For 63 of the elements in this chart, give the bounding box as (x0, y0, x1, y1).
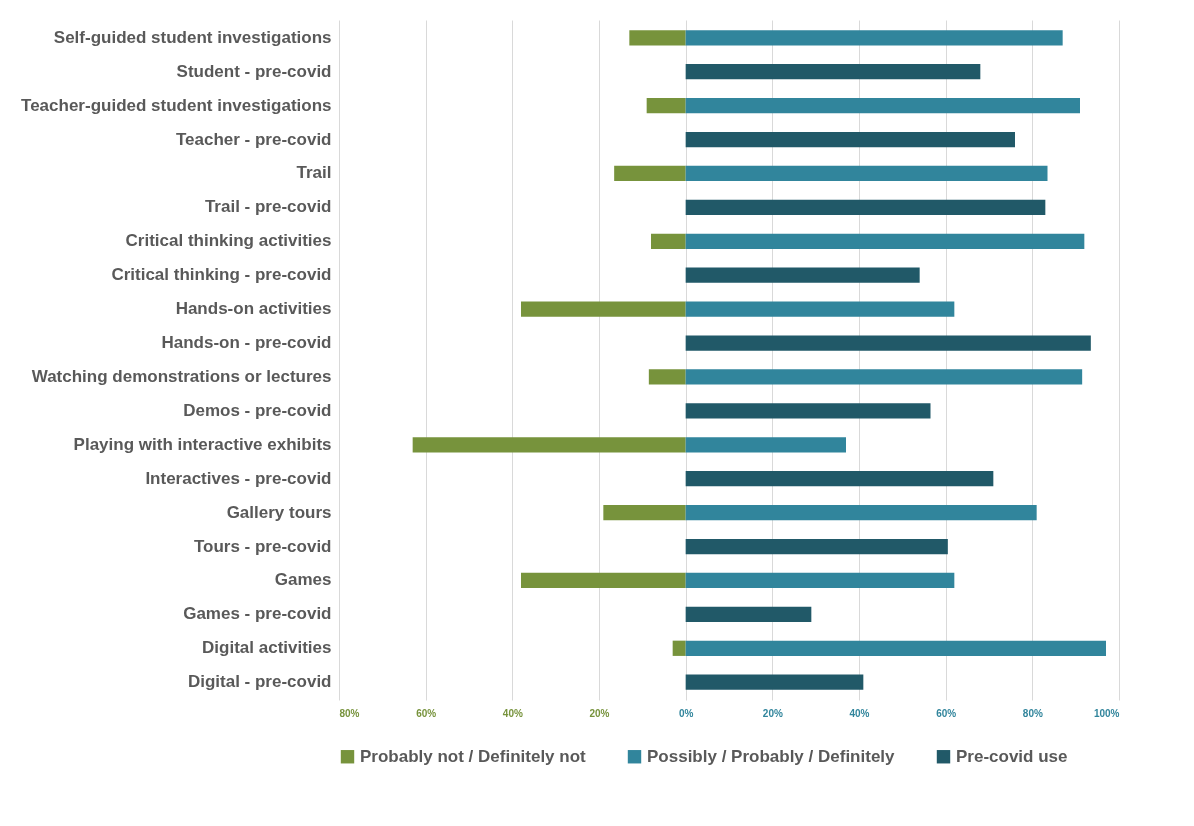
y-tick-label: Trail (296, 163, 332, 183)
y-tick-label: Teacher - pre-covid (175, 129, 332, 149)
bar (614, 165, 686, 182)
bar (685, 403, 931, 419)
y-tick-label: Tours - pre-covid (193, 536, 332, 556)
x-tick-label: 40% (502, 707, 523, 719)
y-tick-label: Digital - pre-covid (187, 672, 332, 692)
bar (648, 369, 686, 385)
bar (685, 98, 1080, 114)
x-tick-label: 80% (339, 707, 360, 719)
bar (685, 674, 864, 690)
x-tick-label: 40% (849, 707, 870, 719)
bar (521, 301, 686, 317)
legend-label: Possibly / Probably / Definitely (647, 746, 896, 766)
y-tick-label: Hands-on - pre-covid (161, 333, 332, 353)
x-tick-label: 60% (416, 707, 437, 719)
y-tick-label: Demos - pre-covid (183, 400, 332, 420)
legend-label: Pre-covid use (956, 746, 1068, 766)
bar (685, 131, 1015, 148)
bar (685, 301, 955, 317)
bar (685, 538, 948, 555)
x-tick-label: 60% (936, 707, 957, 719)
bar (685, 471, 994, 487)
bar (685, 504, 1037, 521)
bar (603, 504, 686, 521)
y-tick-label: Digital activities (202, 638, 332, 658)
y-tick-label: Trail - pre-covid (204, 197, 332, 217)
bar (651, 233, 686, 249)
y-tick-label: Critical thinking - pre-covid (111, 265, 332, 285)
bar (685, 165, 1048, 182)
bar (685, 606, 812, 622)
x-tick-label: 0% (678, 707, 694, 719)
bar (685, 233, 1085, 249)
y-tick-label: Gallery tours (226, 502, 332, 522)
y-tick-label: Games (274, 570, 332, 590)
y-tick-label: Games - pre-covid (183, 604, 332, 624)
bar (672, 640, 686, 656)
bar (685, 267, 920, 283)
y-tick-label: Student - pre-covid (176, 61, 332, 81)
x-tick-label: 100% (1093, 707, 1120, 719)
x-tick-label: 80% (1022, 707, 1043, 719)
bar (685, 640, 1106, 656)
y-tick-label: Teacher-guided student investigations (21, 95, 332, 115)
bar (685, 335, 1091, 351)
x-tick-label: 20% (762, 707, 783, 719)
bar (685, 437, 846, 453)
y-tick-label: Watching demonstrations or lectures (31, 366, 332, 386)
y-tick-label: Critical thinking activities (125, 231, 332, 251)
bar (685, 30, 1063, 46)
bar (685, 572, 955, 589)
bar (685, 369, 1083, 385)
y-tick-label: Playing with interactive exhibits (73, 434, 332, 454)
y-tick-label: Hands-on activities (175, 299, 332, 319)
bar (521, 572, 686, 589)
bar (412, 437, 686, 453)
bar (685, 64, 981, 80)
bar (685, 199, 1046, 216)
bar (646, 98, 686, 114)
legend-label: Probably not / Definitely not (360, 746, 587, 766)
x-tick-label: 20% (589, 707, 610, 719)
y-tick-label: Interactives - pre-covid (145, 468, 332, 488)
y-tick-label: Self-guided student investigations (53, 27, 332, 47)
bar (629, 30, 686, 46)
